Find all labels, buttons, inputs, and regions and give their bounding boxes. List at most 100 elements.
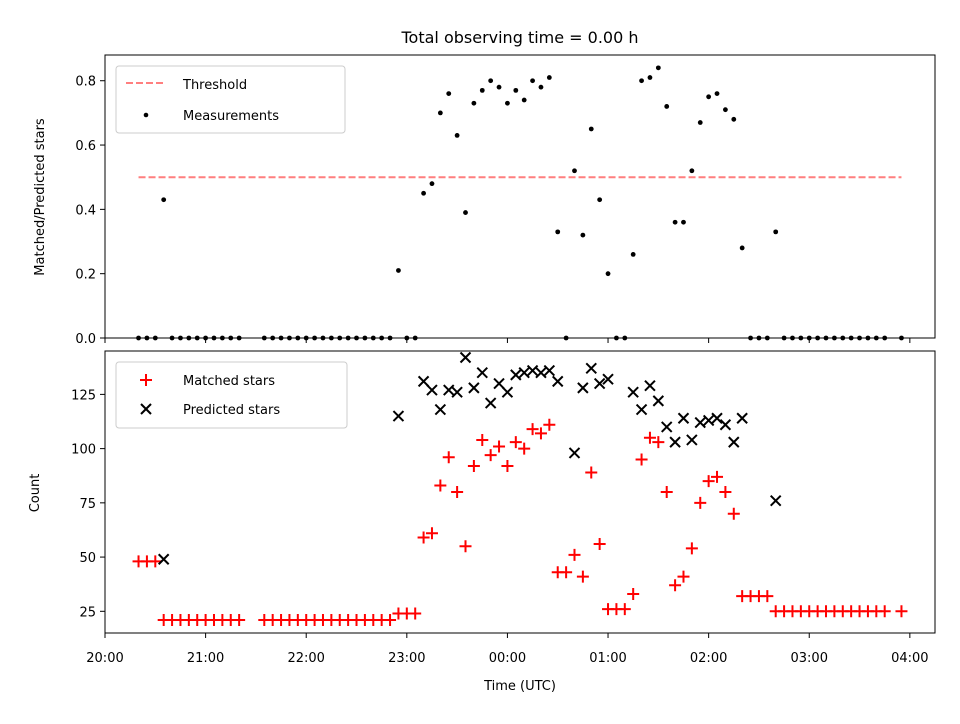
matched-star-point [233,613,246,626]
matched-star-point [660,486,673,498]
predicted-star-point [686,434,698,446]
measurement-point [714,91,720,96]
top-y-tick-label: 0.0 [75,332,96,347]
top-y-axis-label: Matched/Predicted stars [33,118,48,276]
matched-star-point [434,479,447,492]
predicted-star-point [510,369,522,381]
bottom-x-ticks: 20:00 21:00 22:00 23:00 00:00 01:00 02:00 03:00… [86,633,929,666]
bottom-panel: 25 50 75 100 125 20:00 21:00 22:00 23:00 00:00 01… [28,350,936,694]
matched-star-point [878,605,891,618]
predicted-star-point [501,386,514,398]
matched-star-point [526,423,539,436]
top-legend-box [115,65,346,134]
bottom-plot-area [132,351,908,626]
matched-star-point [702,475,715,488]
predicted-star-point [484,397,497,409]
measurement-point [429,181,435,187]
matched-star-point [409,607,422,620]
matched-star-point [618,603,631,616]
predicted-star-point [392,410,405,422]
matched-star-point [149,555,162,568]
bottom-x-tick-label: 23:00 [388,651,425,666]
measurement-point [706,94,712,100]
bottom-x-tick-label: 21:00 [187,651,224,666]
matched-star-point [534,427,547,440]
predicted-star-point [635,403,648,416]
bottom-y-tick-label: 50 [79,551,96,566]
bottom-x-tick-label: 03:00 [791,651,828,666]
matched-star-point [585,466,598,479]
matched-star-point [484,449,497,462]
top-axes-frame [104,54,936,339]
bottom-legend: Matched stars Predicted stars [115,361,348,429]
predicted-star-point [535,366,547,379]
bottom-x-tick-label: 01:00 [589,651,626,666]
bottom-x-tick-label: 04:00 [891,651,928,666]
predicted-star-point [459,351,472,364]
measurement-point [580,232,586,238]
matched-star-point [711,470,724,483]
matched-legend-marker [140,374,152,386]
matched-star-point [652,436,665,449]
predicted-star-point [652,395,665,407]
measurement-point [588,126,594,132]
predicted-star-point [157,553,170,565]
matched-star-point [442,451,455,464]
matched-star-point [425,527,438,540]
top-y-tick-label: 0.4 [75,203,96,218]
matched-star-point [459,540,472,553]
matched-star-point [895,605,908,618]
predicted-star-point [518,366,530,379]
measurement-point [471,100,477,106]
matched-star-point [384,613,397,626]
bottom-legend-box [115,361,348,429]
predicted-star-point [677,412,690,424]
predicted-star-point [593,377,606,390]
matched-star-point [719,486,732,498]
matched-star-point [643,431,656,444]
predicted-star-point [476,366,488,379]
bottom-x-tick-label: 22:00 [287,651,324,666]
legend-measurements-label: Measurements [183,109,279,124]
measurement-point [546,75,552,80]
predicted-star-point [443,384,455,396]
bottom-y-tick-label: 25 [79,605,96,620]
measurement-point [739,245,745,251]
predicted-star-point [417,375,430,388]
measurement-point [664,104,670,109]
bottom-y-tick-label: 125 [71,388,96,403]
matched-star-point [627,587,640,600]
measurement-point [496,84,502,90]
predicted-star-point [661,421,673,433]
legend-predicted-label: Predicted stars [183,403,280,418]
predicted-star-point [736,412,748,424]
matched-star-point [543,418,556,431]
matched-star-point [560,566,573,579]
measurement-point [454,132,460,138]
measurement-point [437,110,443,116]
predicted-star-point [468,382,480,394]
predicted-star-point [644,380,656,392]
top-y-tick-label: 0.6 [75,139,96,154]
measurement-point [463,210,468,215]
measurement-point [697,120,703,125]
measurement-point [505,100,510,106]
matched-star-point [593,538,606,551]
bottom-y-tick-label: 75 [79,497,96,512]
top-panel: 0.00.20.40.60.8 Matched/Predicted stars … [33,54,936,347]
predicted-star-point [434,403,447,416]
measurement-point [731,116,737,122]
predicted-star-point [493,377,505,390]
measurement-point [630,251,636,257]
legend-threshold-label: Threshold [182,78,247,93]
matched-star-point [685,542,698,555]
bottom-y-tick-label: 100 [71,443,96,458]
predicted-star-point [702,414,715,427]
measurement-point [488,78,494,84]
measurement-point [672,219,678,225]
predicted-star-point [451,386,463,398]
predicted-star-point [669,436,681,448]
measurement-point [161,197,167,203]
measurement-point [773,229,779,235]
